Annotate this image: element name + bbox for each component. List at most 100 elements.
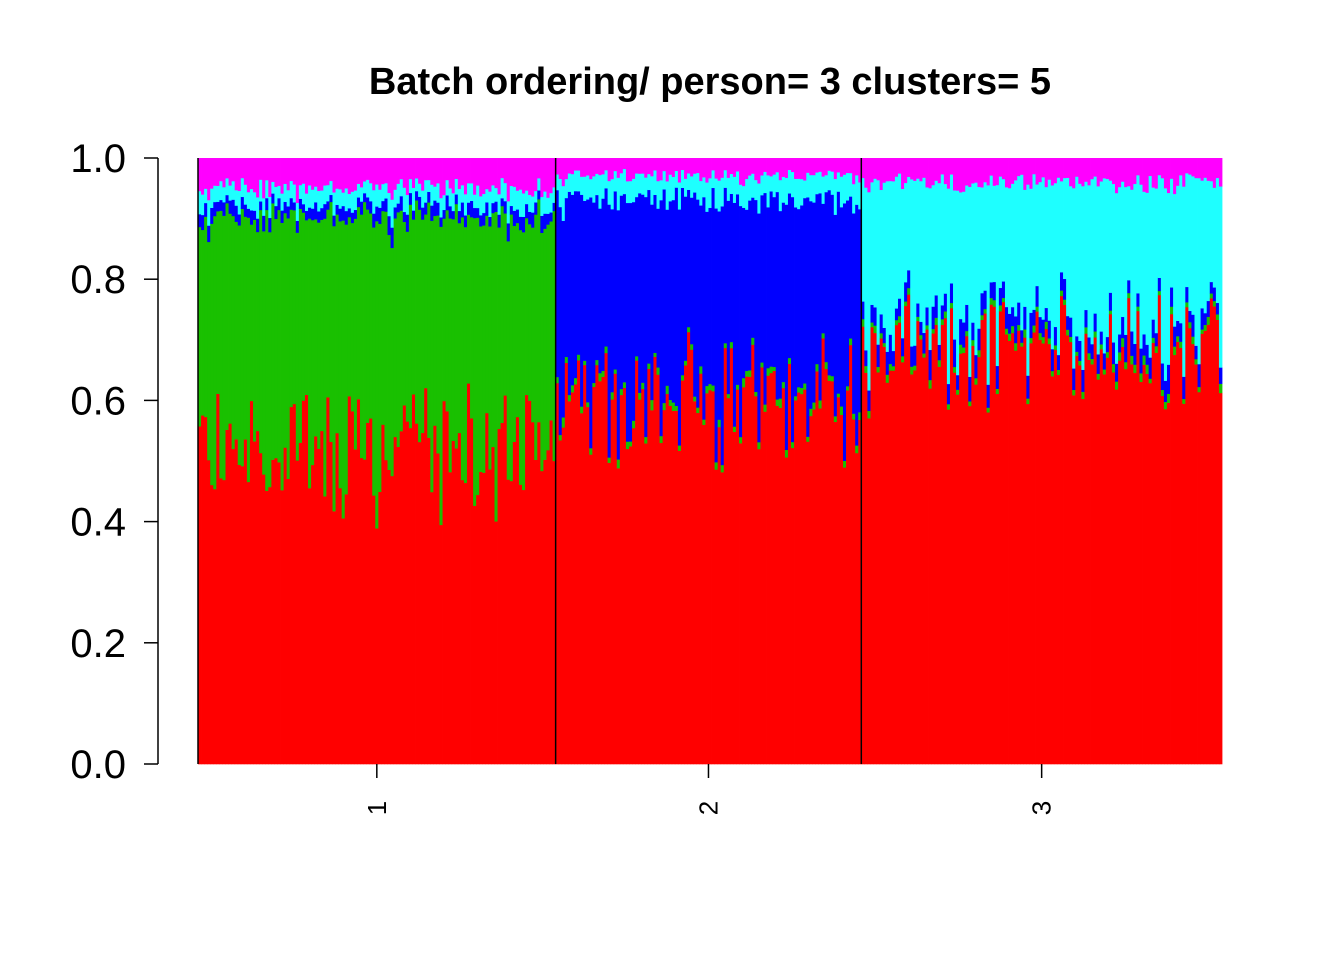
bar-segment-blue [656, 208, 660, 368]
bar-segment-magenta [243, 158, 248, 185]
bar-segment-red [1148, 382, 1153, 765]
bar-segment-magenta [1166, 158, 1171, 194]
bar-segment-cyan [1044, 186, 1049, 309]
bar-segment-green [335, 214, 340, 434]
bar-segment-cyan [1008, 187, 1012, 314]
bar-segment-magenta [430, 158, 434, 185]
bar-segment-magenta [405, 158, 410, 196]
bar-segment-magenta [564, 158, 569, 180]
bar-segment-magenta [460, 158, 465, 186]
bar-segment-green [1041, 336, 1046, 344]
bar-segment-cyan [867, 192, 871, 391]
bar-segment-blue [549, 212, 553, 222]
bar-segment-cyan [1059, 181, 1064, 273]
bar-segment-blue [396, 203, 401, 213]
bar-segment-red [1218, 392, 1223, 765]
bar-segment-red [234, 439, 239, 765]
bar-segment-green [1130, 355, 1134, 365]
bar-segment-blue [1029, 312, 1033, 339]
bar-segment-magenta [934, 158, 939, 181]
bar-segment-blue [1075, 336, 1079, 352]
bar-segment-green [1206, 316, 1211, 325]
bar-segment-magenta [1215, 158, 1220, 179]
bar-segment-green [448, 218, 453, 473]
bar-segment-blue [830, 194, 835, 377]
bar-segment-red [1090, 364, 1095, 765]
bar-segment-green [540, 232, 544, 472]
bar-segment-blue [598, 208, 602, 374]
bar-segment-green [317, 222, 321, 449]
bar-segment-blue [888, 334, 893, 365]
bar-segment-blue [430, 205, 434, 221]
bar-segment-blue [931, 306, 936, 330]
bar-segment-green [708, 383, 712, 391]
bar-segment-blue [791, 196, 795, 443]
bar-segment-green [405, 231, 410, 422]
y-tick-label: 0.8 [70, 258, 126, 302]
bar-segment-magenta [427, 158, 431, 181]
bar-segment-magenta [1063, 158, 1067, 179]
bar-segment-cyan [757, 183, 761, 214]
bar-segment-red [1203, 330, 1208, 765]
bar-segment-cyan [512, 186, 517, 211]
bar-segment-magenta [757, 158, 761, 184]
bar-segment-red [913, 370, 917, 765]
bar-segment-cyan [858, 182, 862, 210]
bar-segment-cyan [506, 201, 511, 224]
bar-segment-blue [393, 207, 398, 219]
bar-segment-blue [246, 208, 251, 218]
bar-segment-green [867, 410, 871, 419]
bar-segment-green [506, 241, 511, 480]
bar-segment-blue [219, 199, 223, 211]
bar-segment-magenta [598, 158, 602, 176]
bar-segment-red [986, 412, 991, 765]
bar-segment-magenta [830, 158, 835, 172]
bar-segment-cyan [1035, 184, 1039, 287]
bar-segment-red [1142, 364, 1146, 765]
bar-segment-magenta [833, 158, 838, 180]
bar-segment-magenta [644, 158, 648, 178]
bar-segment-red [503, 395, 508, 765]
bar-segment-blue [861, 301, 865, 320]
bar-segment-red [937, 366, 942, 765]
bar-segment-magenta [702, 158, 706, 178]
bar-segment-red [415, 423, 419, 765]
bar-segment-cyan [198, 190, 202, 215]
bar-segment-green [1004, 328, 1009, 335]
bar-segment-blue [714, 208, 719, 463]
bar-segment-green [959, 344, 963, 354]
bar-segment-red [1194, 364, 1198, 765]
bar-segment-cyan [888, 180, 893, 335]
bar-segment-red [448, 472, 453, 765]
bar-segment-magenta [482, 158, 486, 195]
bar-segment-red [763, 411, 767, 765]
bar-segment-magenta [304, 158, 309, 194]
bar-segment-magenta [928, 158, 933, 189]
bar-segment-blue [1154, 332, 1159, 347]
bar-segment-green [418, 209, 422, 443]
bar-segment-blue [424, 202, 428, 215]
bar-segment-magenta [411, 158, 416, 189]
bar-segment-cyan [870, 182, 874, 305]
bar-segment-green [1105, 351, 1110, 358]
bar-segment-red [726, 397, 731, 765]
bar-segment-magenta [1170, 158, 1174, 179]
bar-segment-cyan [763, 171, 767, 194]
bar-segment-red [1026, 403, 1030, 765]
bar-segment-magenta [1218, 158, 1223, 187]
bar-segment-red [375, 528, 379, 765]
bar-segment-cyan [904, 182, 908, 283]
bar-segment-cyan [934, 180, 939, 296]
bar-segment-green [369, 213, 373, 419]
bar-segment-blue [1194, 345, 1198, 360]
bar-segment-magenta [528, 158, 532, 196]
bar-segment-green [1008, 333, 1012, 341]
bar-segment-green [949, 302, 954, 309]
bar-segment-red [916, 320, 920, 765]
bar-segment-magenta [604, 158, 608, 171]
bar-segment-cyan [240, 177, 245, 198]
bar-segment-cyan [528, 194, 532, 212]
bar-segment-red [479, 471, 483, 765]
bar-segment-red [549, 420, 553, 765]
bar-segment-blue [448, 206, 453, 219]
